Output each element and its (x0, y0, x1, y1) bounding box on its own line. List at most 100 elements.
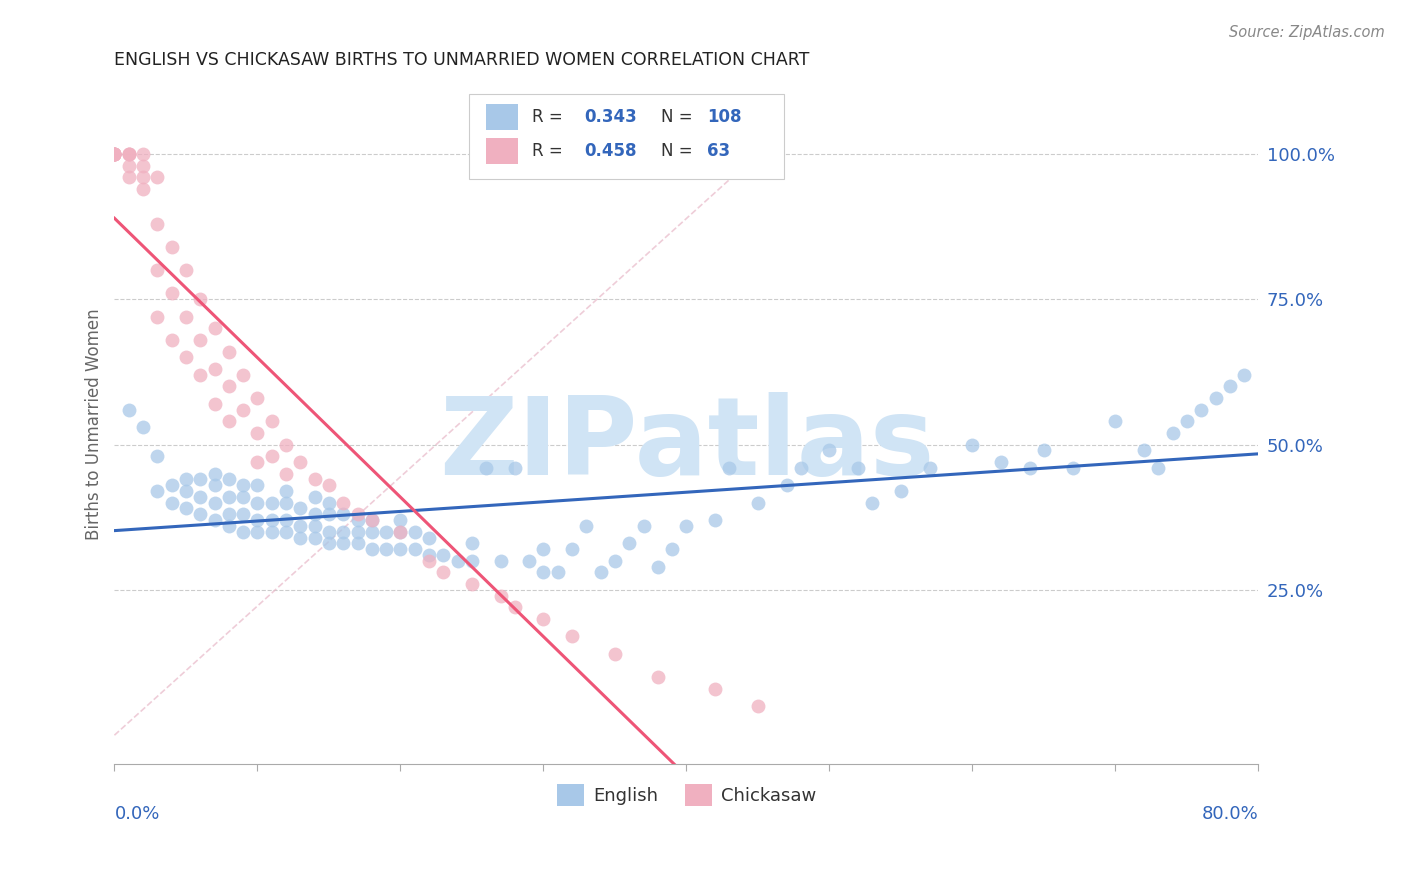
FancyBboxPatch shape (470, 95, 783, 179)
Point (290, 531, 312, 545)
Point (990, 455, 1012, 469)
Point (1062, 460, 1084, 475)
Point (318, 478, 340, 492)
Point (290, 455, 312, 469)
Point (218, 344, 240, 359)
Point (146, 170, 169, 185)
Point (575, 519, 598, 533)
Point (360, 524, 382, 539)
Point (246, 455, 269, 469)
Point (232, 524, 254, 539)
Point (360, 542, 382, 557)
Point (103, 147, 125, 161)
Point (775, 478, 797, 492)
Point (132, 420, 155, 434)
Point (304, 531, 326, 545)
Point (160, 496, 183, 510)
Point (290, 519, 312, 533)
Point (561, 629, 583, 643)
Point (103, 147, 125, 161)
Point (246, 478, 269, 492)
Point (232, 402, 254, 417)
Point (503, 460, 526, 475)
Point (274, 484, 297, 499)
Legend: English, Chickasaw: English, Chickasaw (550, 777, 824, 813)
Point (404, 542, 426, 557)
Point (531, 542, 554, 557)
Point (1147, 460, 1170, 475)
Point (146, 484, 169, 499)
Point (274, 467, 297, 481)
Point (204, 513, 226, 527)
Point (475, 460, 498, 475)
Point (260, 449, 283, 463)
Point (204, 321, 226, 335)
Point (1161, 425, 1184, 440)
Point (318, 524, 340, 539)
Point (246, 496, 269, 510)
Point (461, 554, 484, 568)
Point (432, 566, 454, 580)
Point (432, 548, 454, 562)
Point (346, 524, 368, 539)
Point (860, 496, 883, 510)
Point (790, 460, 813, 475)
Point (218, 508, 240, 522)
Point (962, 437, 984, 451)
Text: 108: 108 (707, 108, 741, 126)
Point (418, 531, 440, 545)
Point (118, 147, 141, 161)
Point (389, 524, 412, 539)
Point (132, 159, 155, 173)
Point (290, 501, 312, 516)
Point (603, 554, 626, 568)
Text: 80.0%: 80.0% (1202, 805, 1258, 823)
Point (246, 391, 269, 405)
Point (118, 147, 141, 161)
Point (218, 379, 240, 393)
Point (418, 548, 440, 562)
Point (218, 490, 240, 504)
Point (360, 513, 382, 527)
Point (1018, 460, 1040, 475)
Point (846, 460, 869, 475)
Point (246, 513, 269, 527)
Point (304, 519, 326, 533)
Point (389, 513, 412, 527)
Point (1233, 368, 1256, 382)
Text: N =: N = (661, 142, 699, 160)
Point (318, 496, 340, 510)
Point (503, 600, 526, 615)
Point (633, 519, 655, 533)
Point (204, 362, 226, 376)
Point (1189, 402, 1212, 417)
Point (174, 310, 197, 324)
Point (246, 425, 269, 440)
Point (304, 490, 326, 504)
Point (103, 147, 125, 161)
Point (274, 437, 297, 451)
Point (118, 170, 141, 185)
Text: Source: ZipAtlas.com: Source: ZipAtlas.com (1229, 25, 1385, 40)
Point (818, 443, 841, 458)
FancyBboxPatch shape (486, 138, 519, 164)
Point (103, 147, 125, 161)
Point (232, 478, 254, 492)
Y-axis label: Births to Unmarried Women: Births to Unmarried Women (86, 309, 103, 540)
Point (132, 170, 155, 185)
Point (318, 536, 340, 550)
Point (346, 513, 368, 527)
Point (346, 536, 368, 550)
Point (918, 460, 941, 475)
Text: 0.343: 0.343 (585, 108, 637, 126)
Point (260, 513, 283, 527)
Point (188, 508, 211, 522)
Point (1104, 414, 1126, 428)
Point (218, 472, 240, 486)
Point (232, 368, 254, 382)
Point (675, 519, 697, 533)
Point (418, 554, 440, 568)
Point (174, 351, 197, 365)
Point (160, 333, 183, 347)
Point (332, 524, 354, 539)
